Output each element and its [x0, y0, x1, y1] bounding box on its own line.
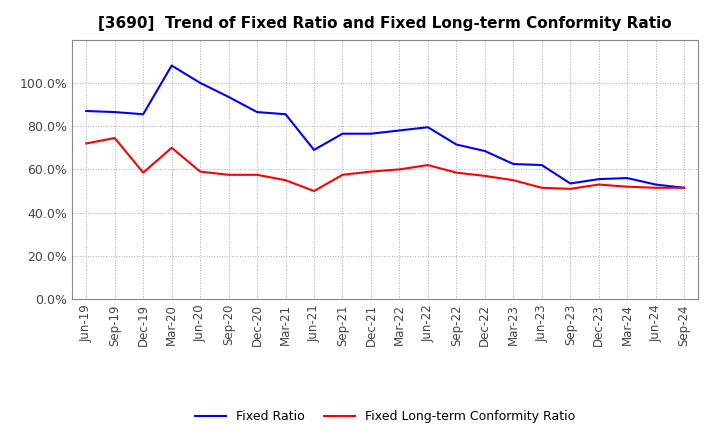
Fixed Long-term Conformity Ratio [82, 141, 91, 146]
Fixed Long-term Conformity Ratio [167, 145, 176, 150]
Fixed Long-term Conformity Ratio [139, 170, 148, 175]
Line: Fixed Ratio: Fixed Ratio [86, 66, 684, 188]
Line: Fixed Long-term Conformity Ratio: Fixed Long-term Conformity Ratio [86, 138, 684, 191]
Fixed Ratio [680, 185, 688, 191]
Title: [3690]  Trend of Fixed Ratio and Fixed Long-term Conformity Ratio: [3690] Trend of Fixed Ratio and Fixed Lo… [99, 16, 672, 32]
Fixed Long-term Conformity Ratio [196, 169, 204, 174]
Fixed Ratio [452, 142, 461, 147]
Fixed Long-term Conformity Ratio [310, 188, 318, 194]
Fixed Ratio [537, 162, 546, 168]
Fixed Long-term Conformity Ratio [395, 167, 404, 172]
Fixed Long-term Conformity Ratio [452, 170, 461, 175]
Fixed Ratio [167, 63, 176, 68]
Fixed Ratio [595, 176, 603, 182]
Fixed Ratio [225, 94, 233, 99]
Fixed Long-term Conformity Ratio [282, 178, 290, 183]
Fixed Long-term Conformity Ratio [680, 185, 688, 191]
Fixed Long-term Conformity Ratio [338, 172, 347, 177]
Fixed Long-term Conformity Ratio [623, 184, 631, 189]
Fixed Ratio [395, 128, 404, 133]
Fixed Ratio [110, 110, 119, 115]
Fixed Ratio [196, 80, 204, 85]
Fixed Ratio [623, 176, 631, 181]
Fixed Long-term Conformity Ratio [253, 172, 261, 177]
Fixed Long-term Conformity Ratio [652, 185, 660, 191]
Fixed Ratio [338, 131, 347, 136]
Fixed Long-term Conformity Ratio [225, 172, 233, 177]
Fixed Ratio [509, 161, 518, 167]
Fixed Long-term Conformity Ratio [537, 185, 546, 191]
Fixed Long-term Conformity Ratio [595, 182, 603, 187]
Fixed Long-term Conformity Ratio [110, 136, 119, 141]
Fixed Ratio [566, 181, 575, 186]
Fixed Ratio [652, 182, 660, 187]
Fixed Ratio [82, 108, 91, 114]
Fixed Ratio [480, 148, 489, 154]
Fixed Ratio [253, 110, 261, 115]
Fixed Long-term Conformity Ratio [566, 186, 575, 191]
Fixed Long-term Conformity Ratio [509, 178, 518, 183]
Legend: Fixed Ratio, Fixed Long-term Conformity Ratio: Fixed Ratio, Fixed Long-term Conformity … [190, 405, 580, 428]
Fixed Long-term Conformity Ratio [366, 169, 375, 174]
Fixed Ratio [366, 131, 375, 136]
Fixed Ratio [139, 112, 148, 117]
Fixed Ratio [282, 112, 290, 117]
Fixed Ratio [310, 147, 318, 153]
Fixed Long-term Conformity Ratio [423, 162, 432, 168]
Fixed Long-term Conformity Ratio [480, 173, 489, 179]
Fixed Ratio [423, 125, 432, 130]
